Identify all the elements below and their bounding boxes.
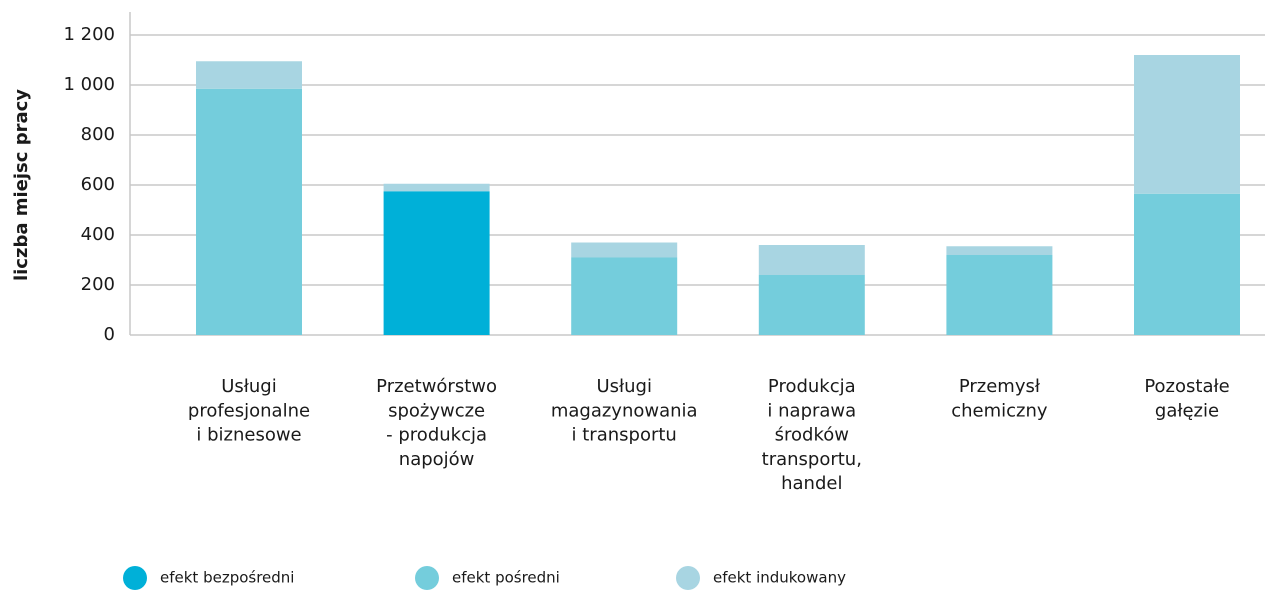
- x-tick-label: Pozostałe gałęzie: [1144, 376, 1229, 421]
- y-axis-label: liczba miejsc pracy: [11, 89, 32, 281]
- bar-segment: [196, 61, 302, 89]
- bar-segment: [571, 257, 678, 335]
- y-tick-label: 1 200: [63, 24, 115, 45]
- y-tick-label: 400: [81, 224, 115, 245]
- legend-marker: [676, 566, 700, 590]
- bar-segment: [946, 255, 1053, 335]
- y-tick-label: 200: [81, 274, 115, 295]
- x-tick-label: Usługi magazynowania i transportu: [551, 376, 698, 446]
- bar-segment: [571, 242, 678, 258]
- legend-marker: [415, 566, 439, 590]
- x-tick-label: Produkcja i naprawa środków transportu, hand…: [762, 376, 862, 494]
- bar-segment: [383, 183, 490, 192]
- y-tick-label: 800: [81, 124, 115, 145]
- bar-segment: [758, 275, 865, 335]
- legend-label: efekt bezpośredni: [160, 569, 294, 587]
- x-tick-label: Przetwórstwo spożywcze - produkcja napojów: [376, 376, 497, 470]
- legend-label: efekt pośredni: [452, 569, 560, 587]
- bar-segment: [758, 245, 865, 275]
- bar-segment: [196, 88, 302, 335]
- bar-segment: [1134, 193, 1240, 335]
- bar-segment: [946, 246, 1053, 255]
- y-tick-label: 0: [104, 324, 115, 345]
- bar-segment: [383, 191, 490, 335]
- legend-marker: [123, 566, 147, 590]
- legend-label: efekt indukowany: [713, 569, 846, 587]
- y-tick-label: 600: [81, 174, 115, 195]
- x-tick-label: Usługi profesjonalne i biznesowe: [188, 376, 310, 446]
- y-tick-label: 1 000: [63, 74, 115, 95]
- x-tick-label: Przemysł chemiczny: [951, 376, 1048, 421]
- bar-segment: [1134, 55, 1240, 194]
